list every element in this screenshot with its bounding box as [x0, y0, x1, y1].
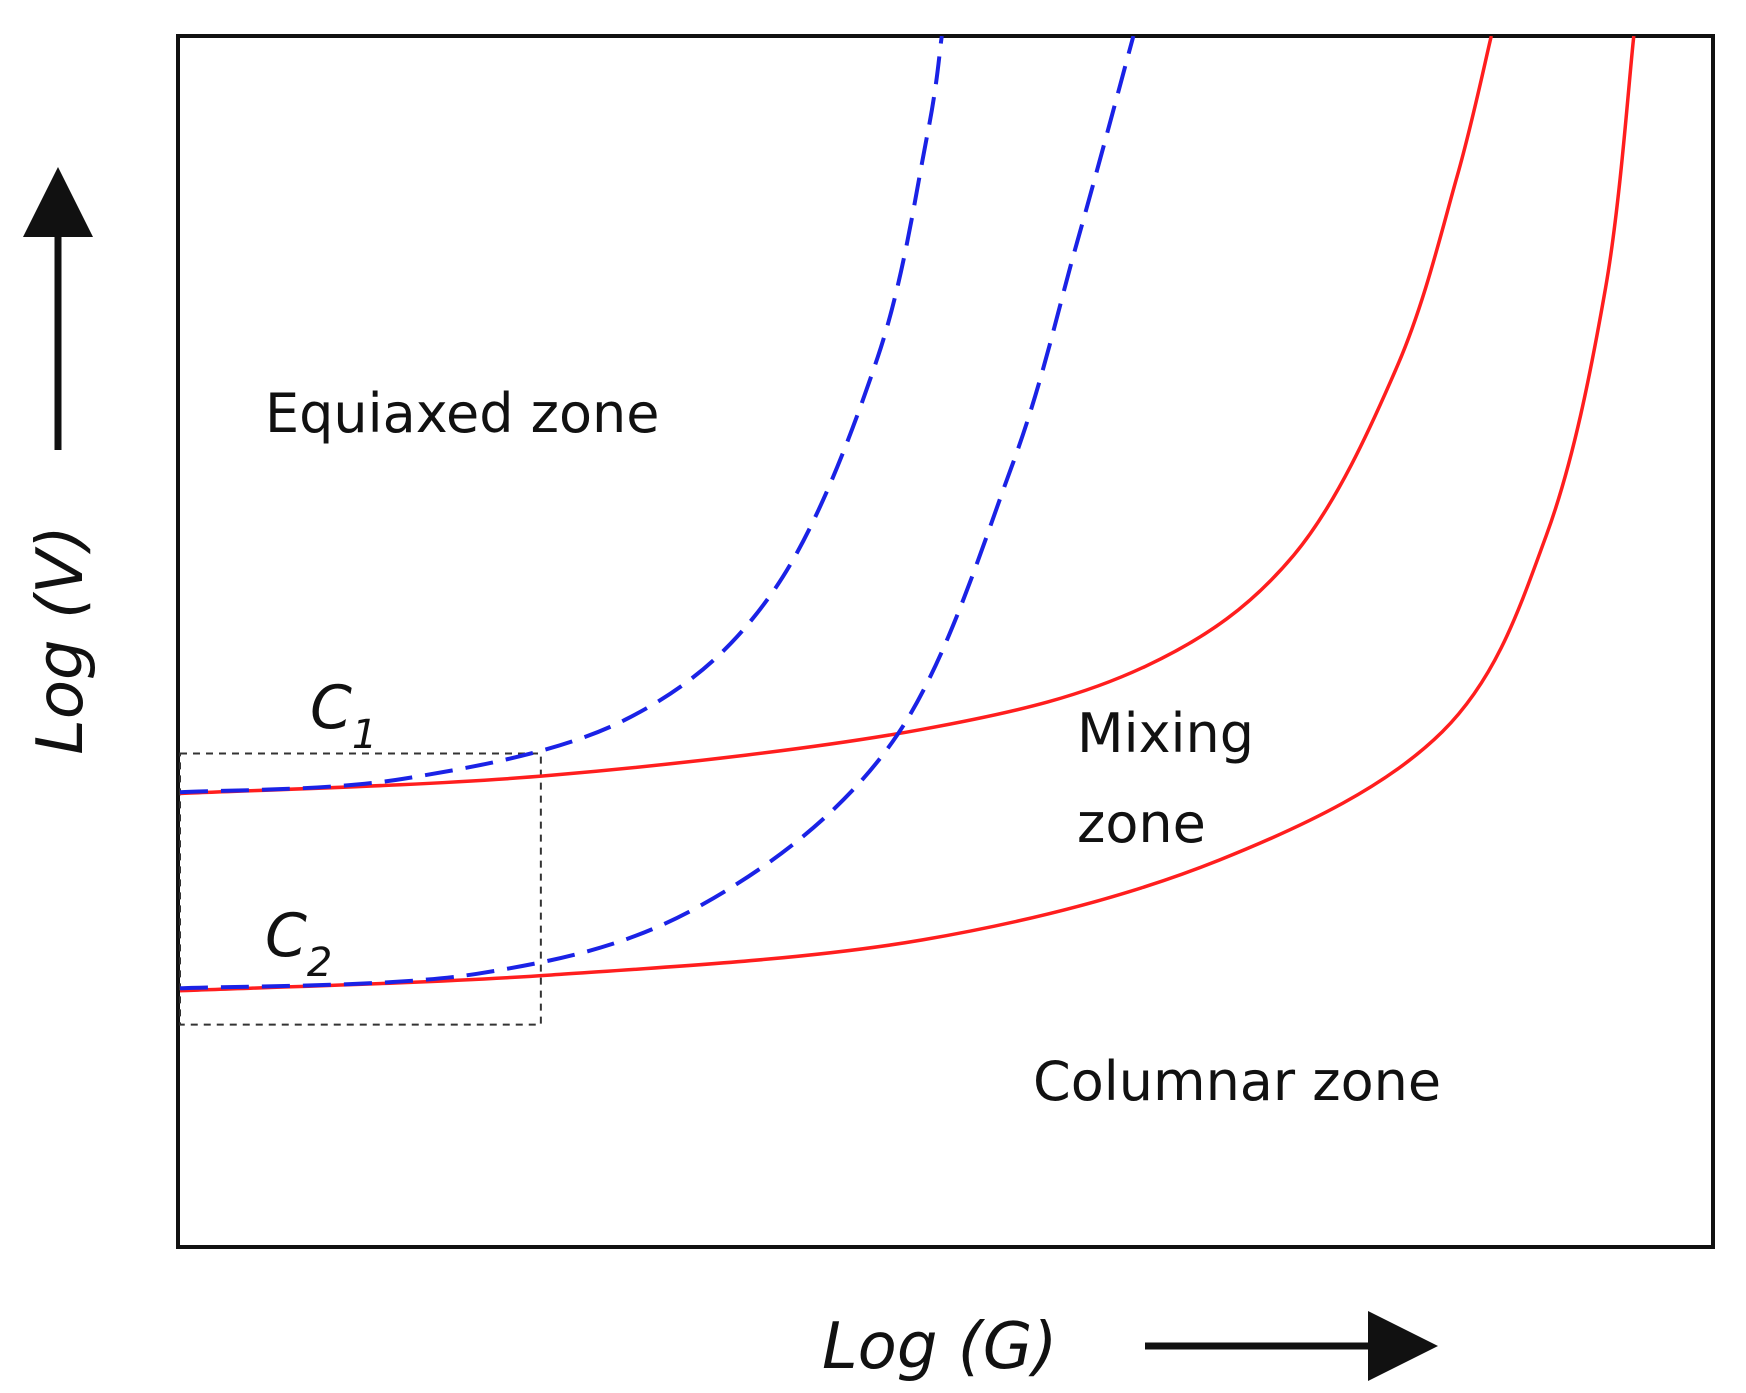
curve-label-c2-sub: 2 — [307, 940, 332, 986]
solid-curve-2 — [179, 36, 1636, 993]
mixing-zone-label-line2: zone — [1077, 792, 1206, 855]
y-axis-label: Log (V) — [24, 525, 98, 755]
curve-label-c1-main: C — [310, 673, 352, 743]
curve-label-c2-main: C — [265, 901, 307, 971]
plot-frame — [176, 34, 1715, 1249]
mixing-zone-label-line1: Mixing — [1077, 702, 1254, 765]
curve-group — [179, 36, 1636, 993]
x-axis-label: Log (G) — [822, 1310, 1057, 1384]
inset-region-box — [179, 752, 542, 1026]
dashed-curve-3 — [179, 36, 944, 795]
equiaxed-zone-label: Equiaxed zone — [265, 382, 660, 445]
curve-label-c2: C2 — [265, 901, 332, 986]
curve-label-c1: C1 — [310, 673, 377, 758]
dashed-curve-4 — [179, 36, 1136, 991]
columnar-zone-label: Columnar zone — [1033, 1050, 1441, 1113]
solid-curve-1 — [179, 36, 1494, 796]
curve-label-c1-sub: 1 — [352, 712, 377, 758]
